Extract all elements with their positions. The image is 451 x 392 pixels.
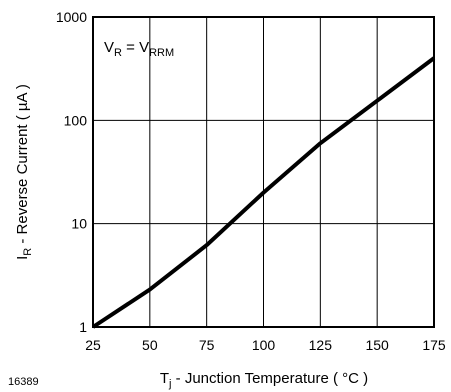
x-axis-title: Tj - Junction Temperature ( °C ) — [160, 370, 368, 390]
series-line-reverse-current — [91, 56, 436, 329]
annotation-vr-vrrm: VR = VRRM — [104, 39, 174, 59]
x-tick-label: 50 — [142, 337, 158, 353]
chart-grid — [93, 17, 434, 327]
x-tick-label: 150 — [365, 337, 389, 353]
y-tick-label: 100 — [64, 112, 88, 128]
y-tick-label: 10 — [71, 216, 87, 232]
plot-frame — [92, 16, 435, 328]
x-tick-labels: 25 50 75 100 125 150 175 — [85, 337, 446, 353]
y-tick-labels: 1 10 100 1000 — [56, 9, 87, 335]
y-tick-label: 1 — [79, 319, 87, 335]
x-tick-label: 100 — [252, 337, 276, 353]
y-tick-label: 1000 — [56, 9, 87, 25]
x-tick-label: 175 — [422, 337, 446, 353]
figure-code: 16389 — [8, 376, 39, 388]
x-tick-label: 75 — [199, 337, 215, 353]
x-tick-label: 25 — [85, 337, 101, 353]
x-tick-label: 125 — [309, 337, 333, 353]
y-axis-title: IR - Reverse Current ( µA ) — [14, 84, 34, 260]
